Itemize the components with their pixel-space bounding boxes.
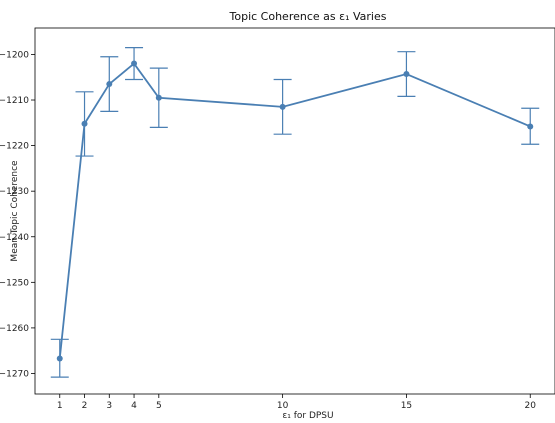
data-point [527,123,534,130]
y-tick-label: −1260 [0,324,29,334]
x-tick-label: 5 [156,401,162,411]
x-axis-label: ε₁ for DPSU [282,411,333,421]
data-point [81,120,88,127]
x-tick-label: 20 [525,401,537,411]
data-point [403,71,410,78]
x-tick-label: 2 [82,401,88,411]
x-tick-label: 4 [131,401,137,411]
data-point [106,81,113,88]
y-tick-label: −1230 [0,187,29,197]
plot-area [34,27,555,395]
data-point [155,94,162,101]
x-tick-label: 10 [277,401,289,411]
chart-title: Topic Coherence as ε₁ Varies [229,10,387,23]
y-axis-label: Mean Topic Coherence [10,160,20,262]
x-tick-label: 1 [57,401,63,411]
y-tick-label: −1270 [0,369,29,379]
plot-layer: −1200 −1210 −1220 −1230 −1240 −1250 −1260 −1270… [0,46,540,411]
data-point [56,355,63,362]
y-tick-label: −1220 [0,142,29,152]
y-tick-label: −1200 [0,50,29,60]
x-tick-label: 3 [106,401,112,411]
y-tick-label: −1250 [0,278,29,288]
data-point [131,60,138,67]
y-tick-label: −1210 [0,96,29,106]
data-point [279,103,286,110]
series-line [58,62,531,359]
x-tick-label: 15 [401,401,412,411]
y-tick-label: −1240 [0,233,29,243]
